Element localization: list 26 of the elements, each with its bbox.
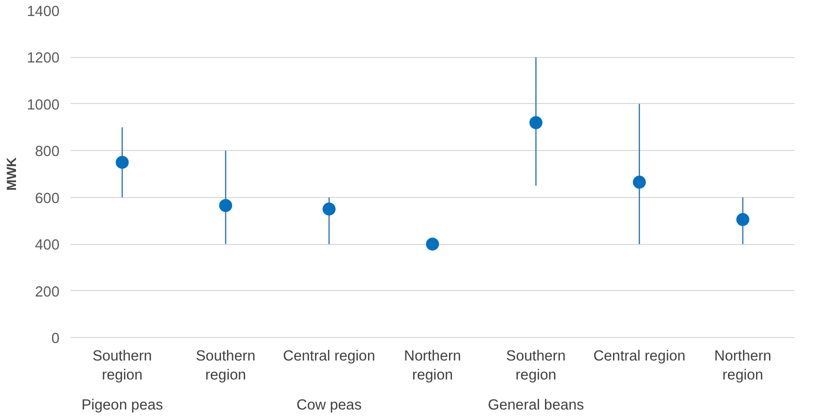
point — [632, 176, 646, 189]
y-tick-label: 1000 — [26, 97, 60, 114]
y-axis-title: MWK — [4, 156, 19, 191]
y-tick-label: 0 — [51, 331, 60, 347]
x-tick-label: Central region — [283, 348, 376, 364]
y-tick-label: 600 — [35, 190, 60, 207]
y-tick-label: 400 — [35, 238, 60, 254]
point — [529, 116, 542, 130]
text: General beans — [488, 398, 584, 414]
x-tick-label: Central region — [593, 348, 686, 364]
point — [116, 156, 129, 169]
point — [736, 213, 750, 226]
y-tick-label: 1200 — [26, 50, 60, 67]
text: Pigeon peas — [81, 398, 163, 414]
y-tick-label: 200 — [35, 284, 60, 300]
y-tick-label: 800 — [35, 144, 60, 160]
x-tick-label: Southern region — [196, 348, 256, 384]
point — [219, 199, 232, 212]
point — [322, 202, 336, 216]
x-tick-label: Southern region — [506, 348, 566, 384]
y-tick-label: 1400 — [26, 4, 60, 20]
point — [426, 238, 439, 251]
x-tick-label: Northern region — [714, 348, 772, 384]
x-tick-label: Northern region — [404, 348, 462, 384]
text: Cow peas — [296, 398, 362, 414]
x-tick-label: Southern region — [92, 348, 152, 384]
